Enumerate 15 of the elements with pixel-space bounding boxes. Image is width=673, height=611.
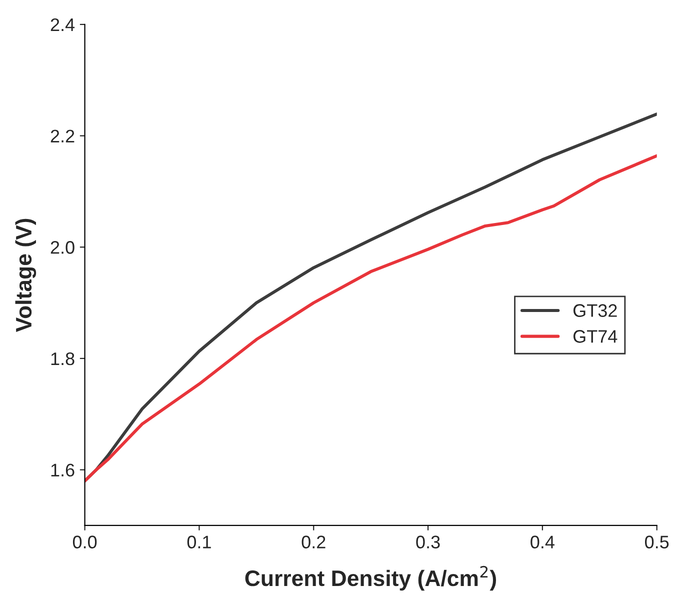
y-tick-label: 2.4 (50, 18, 75, 31)
legend-label: GT74 (573, 330, 618, 343)
y-tick-label: 2.2 (50, 130, 74, 142)
legend-label: GT32 (573, 304, 617, 317)
x-tick-label: 0.5 (645, 536, 669, 548)
x-tick-label: 0.0 (72, 536, 97, 548)
x-tick-label: 0.3 (416, 536, 440, 548)
y-axis-title: Voltage (V) (15, 218, 36, 332)
x-axis-title: Current Density (A/cm$^{2}$) (245, 566, 496, 591)
y-tick-label: 1.8 (51, 352, 74, 366)
x-tick-label: 0.2 (302, 536, 326, 548)
y-tick-label: 2.0 (50, 241, 74, 254)
x-tick-label: 0.1 (187, 536, 211, 548)
x-tick-label: 0.4 (530, 536, 554, 548)
y-tick-label: 1.6 (51, 464, 74, 477)
